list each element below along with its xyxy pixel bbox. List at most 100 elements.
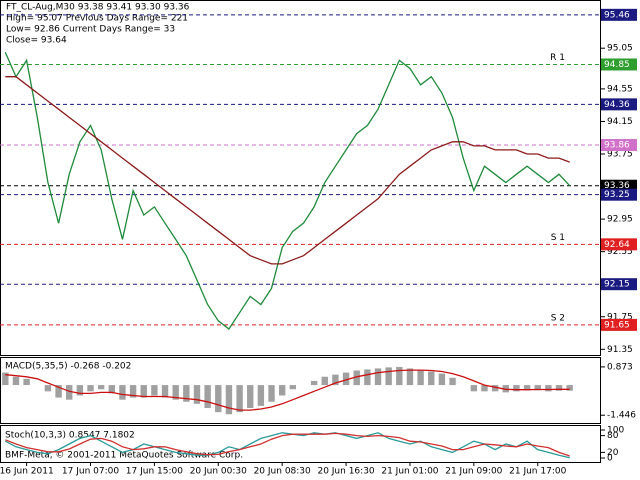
histogram-bar <box>2 372 9 386</box>
histogram-bar <box>193 385 201 404</box>
histogram-bar <box>513 385 520 392</box>
y-tick-label: 91.75 <box>607 312 633 322</box>
histogram-bar <box>534 385 541 391</box>
level-label: 91.65 <box>604 320 630 330</box>
histogram-bar <box>385 367 392 386</box>
stoch-title: Stoch(10,3,3) 0.8547 7.1802 <box>5 431 135 441</box>
level-name: R 1 <box>550 53 565 63</box>
histogram-bar <box>310 380 318 386</box>
histogram-bar <box>268 385 275 402</box>
chart-title: FT_CL-Aug,M30 93.38 93.41 93.30 93.36 <box>6 3 190 13</box>
histogram-bar <box>183 385 190 402</box>
histogram-bar <box>108 385 115 394</box>
x-tick-label: 20 Jun 00:30 <box>190 467 247 477</box>
x-tick-label: 20 Jun 08:30 <box>254 467 311 477</box>
histogram-bar <box>97 385 105 390</box>
indicator-line <box>5 432 570 457</box>
price-line <box>5 76 570 265</box>
histogram-bar <box>449 377 456 386</box>
level-label: 93.36 <box>604 181 630 191</box>
histogram-bar <box>66 385 73 400</box>
histogram-bar <box>257 385 265 406</box>
histogram-bar <box>204 385 211 408</box>
histogram-bar <box>225 385 233 415</box>
histogram-bar <box>555 385 563 391</box>
y-tick-label: 0 <box>607 454 613 464</box>
histogram-bar <box>523 385 531 391</box>
histogram-bar <box>161 385 169 398</box>
histogram-bar <box>481 385 488 392</box>
y-tick-label: 91.35 <box>607 345 633 355</box>
x-tick-label: 21 Jun 09:00 <box>445 467 502 477</box>
histogram-bar <box>428 371 435 386</box>
histogram-bar <box>374 368 382 386</box>
histogram-bar <box>44 385 52 392</box>
level-box <box>601 278 637 291</box>
histogram-bar <box>332 374 339 386</box>
histogram-bar <box>236 385 243 413</box>
histogram-bar <box>353 370 360 386</box>
histogram-bar <box>545 385 552 392</box>
y-tick-label: 20 <box>607 448 619 458</box>
annotation: High= 95.07 Previous Days Range= 221 <box>6 14 188 24</box>
histogram-bar <box>491 385 499 392</box>
level-box <box>601 98 637 111</box>
level-label: 94.85 <box>604 60 630 70</box>
annotation: Low= 92.86 Current Days Range= 33 <box>6 25 175 35</box>
level-label: 94.36 <box>604 100 630 110</box>
y-tick-label: 94.15 <box>607 117 633 127</box>
y-tick-label: 94.55 <box>607 84 633 94</box>
price-line <box>4 52 571 330</box>
histogram-bar <box>289 385 297 390</box>
x-tick-label: 21 Jun 01:00 <box>381 467 438 477</box>
macd-pane <box>0 357 601 424</box>
histogram-bar <box>55 385 62 398</box>
indicator-line <box>5 369 570 411</box>
histogram-bar <box>215 385 222 413</box>
x-tick-label: 17 Jun 15:00 <box>126 467 183 477</box>
level-label: 93.25 <box>604 190 630 200</box>
y-tick-label: 92.55 <box>607 247 633 257</box>
x-tick-label: 17 Jun 07:00 <box>62 467 119 477</box>
histogram-bar <box>12 376 20 386</box>
histogram-bar <box>87 385 94 392</box>
x-tick-label: 21 Jun 17:00 <box>509 467 566 477</box>
level-label: 93.86 <box>604 141 630 151</box>
histogram-bar <box>406 368 414 386</box>
histogram-bar <box>172 385 179 400</box>
stoch-pane <box>0 425 601 463</box>
annotation: Close= 93.64 <box>6 36 67 46</box>
level-label: 92.64 <box>604 240 630 250</box>
x-tick-label: 20 Jun 16:30 <box>317 467 374 477</box>
histogram-bar <box>151 385 158 396</box>
histogram-bar <box>470 385 478 392</box>
histogram-bar <box>438 373 446 386</box>
y-tick-label: 95.05 <box>607 44 633 54</box>
histogram-bar <box>129 385 137 398</box>
x-tick-label: 16 Jun 2011 <box>0 467 54 477</box>
level-name: S 2 <box>551 313 565 323</box>
histogram-bar <box>23 378 30 386</box>
histogram-bar <box>140 385 147 398</box>
macd-title: MACD(5,35,5) -0.268 -0.202 <box>5 362 131 372</box>
histogram-bar <box>396 366 403 386</box>
level-label: 92.15 <box>604 280 630 290</box>
level-name: S 1 <box>551 233 565 243</box>
y-tick-label: 93.75 <box>607 149 633 159</box>
source: BMF-Meta, © 2001-2011 MetaQuotes Softwar… <box>5 451 243 461</box>
histogram-bar <box>417 370 424 386</box>
main-pane <box>0 0 601 356</box>
level-box <box>601 318 637 331</box>
level-box <box>601 58 637 71</box>
histogram-bar <box>76 385 84 396</box>
y-tick-label: 100 <box>607 426 624 436</box>
level-box <box>601 8 637 21</box>
level-box <box>601 139 637 152</box>
histogram-bar <box>247 385 254 408</box>
histogram-bar <box>321 376 328 386</box>
histogram-bar <box>342 372 350 386</box>
level-label: 95.46 <box>604 10 630 20</box>
